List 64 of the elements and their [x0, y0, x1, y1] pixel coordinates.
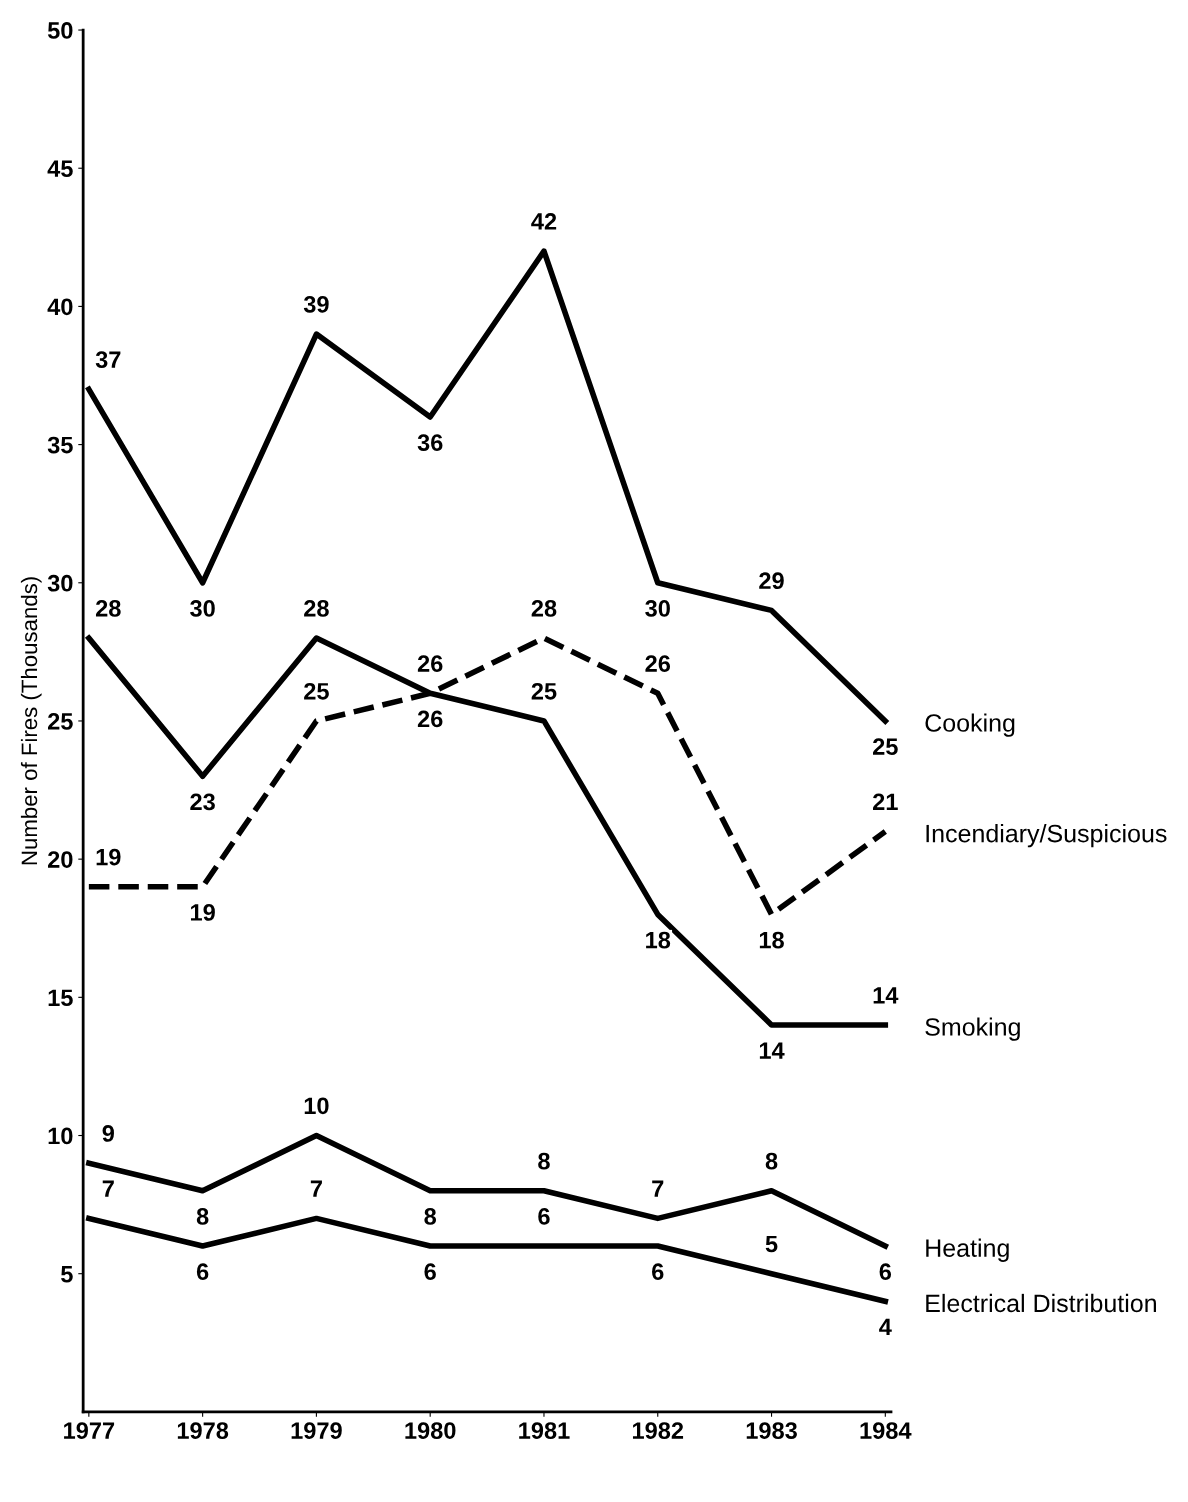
y-tick-label: 20 [48, 851, 73, 868]
data-label: 18 [759, 931, 784, 949]
data-label: 25 [531, 682, 557, 700]
data-label: 26 [417, 655, 443, 672]
y-tick-label: 40 [47, 298, 73, 316]
data-label: 39 [303, 295, 329, 313]
series-label: Electrical Distribution [926, 1293, 1156, 1313]
series-label: Heating [926, 1238, 1009, 1262]
data-label: 6 [196, 1263, 209, 1281]
data-label: 29 [759, 572, 784, 590]
y-tick-label: 30 [47, 574, 73, 592]
data-label: 6 [879, 1263, 892, 1281]
data-label: 7 [102, 1180, 114, 1197]
data-label: 8 [196, 1208, 209, 1225]
data-label: 8 [424, 1208, 437, 1225]
x-tick-label: 1983 [746, 1422, 797, 1439]
data-label: 19 [190, 904, 215, 921]
data-label: 7 [310, 1180, 322, 1197]
data-label: 19 [96, 848, 121, 866]
data-label: 26 [417, 710, 443, 728]
data-label: 21 [873, 793, 898, 810]
data-label: 25 [304, 682, 329, 700]
x-tick-label: 1984 [860, 1422, 912, 1439]
x-tick-label: 1981 [519, 1422, 570, 1439]
y-tick-label: 35 [47, 436, 73, 454]
data-label: 26 [645, 655, 671, 672]
x-tick-label: 1978 [177, 1422, 229, 1439]
data-label: 28 [531, 600, 557, 617]
data-label: 42 [531, 213, 557, 230]
data-label: 5 [765, 1235, 778, 1253]
x-tick-label: 1977 [64, 1422, 115, 1439]
data-label: 10 [304, 1097, 329, 1115]
data-label: 14 [873, 987, 899, 1004]
y-tick-label: 10 [48, 1127, 73, 1145]
data-label: 7 [652, 1180, 664, 1197]
data-label: 8 [765, 1152, 778, 1170]
data-label: 8 [538, 1152, 550, 1170]
data-label: 25 [873, 738, 898, 755]
data-label: 6 [652, 1263, 664, 1281]
x-tick-label: 1980 [405, 1422, 456, 1439]
x-tick-label: 1982 [632, 1422, 684, 1439]
data-label: 28 [95, 600, 121, 617]
series-label: Incendiary/Suspicious [926, 824, 1167, 848]
data-label: 30 [190, 600, 215, 617]
data-label: 4 [879, 1318, 892, 1336]
y-tick-label: 25 [48, 713, 73, 730]
data-label: 18 [646, 931, 671, 949]
data-label: 14 [759, 1042, 785, 1059]
data-label: 9 [102, 1125, 114, 1142]
y-tick-label: 50 [47, 22, 73, 39]
data-label: 37 [95, 351, 121, 369]
y-tick-label: 5 [61, 1266, 73, 1283]
series-label: Cooking [925, 713, 1015, 737]
y-tick-label: 15 [48, 989, 73, 1007]
data-label: 6 [538, 1208, 550, 1225]
y-tick-label: 45 [47, 160, 73, 178]
data-label: 36 [417, 434, 443, 451]
data-label: 6 [424, 1263, 436, 1281]
x-tick-label: 1979 [291, 1422, 342, 1439]
data-label: 23 [190, 793, 215, 811]
data-label: 28 [304, 600, 329, 617]
data-label: 30 [645, 600, 670, 617]
series-label: Smoking [925, 1017, 1020, 1041]
y-axis-title: Number of Fires (Thousands) [20, 577, 42, 865]
